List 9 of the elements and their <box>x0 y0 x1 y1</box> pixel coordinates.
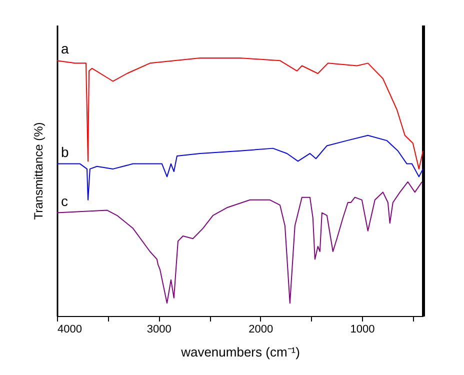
x-tick-label: 1000 <box>350 324 375 336</box>
series-label: b <box>61 144 69 160</box>
series-label: a <box>61 40 69 57</box>
x-tick-label: 2000 <box>248 324 274 336</box>
y-axis-title: Transmittance (%) <box>32 122 46 220</box>
x-axis-title: wavenumbers (cm⁻¹) <box>180 344 300 360</box>
x-tick-label: 4000 <box>58 324 82 336</box>
series-label: c <box>61 192 68 209</box>
x-tick-label: 3000 <box>146 324 172 336</box>
